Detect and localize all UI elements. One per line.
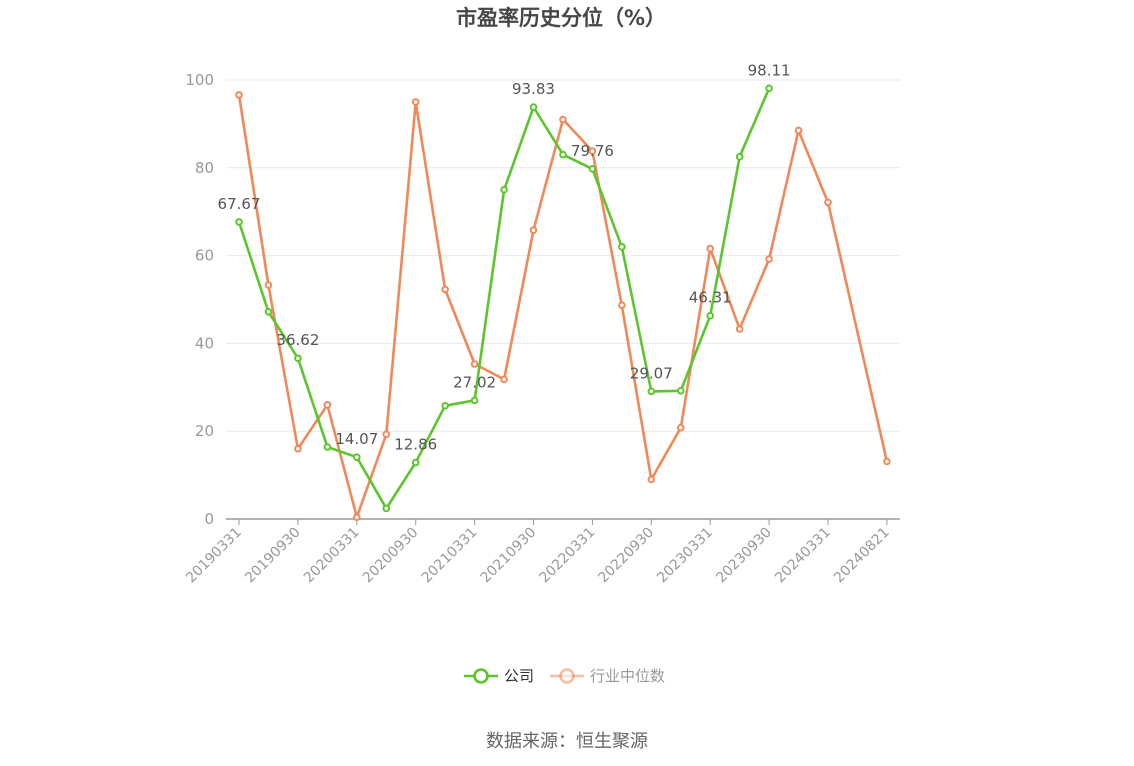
y-gridlines xyxy=(226,79,900,432)
data-labels: 67.67 36.62 14.07 12.86 27.02 93.83 79.76 29.07… xyxy=(218,61,791,453)
legend-marker xyxy=(559,668,575,684)
data-label: 29.07 xyxy=(630,364,673,382)
data-point[interactable] xyxy=(618,243,626,251)
x-tick-label: 20220930 xyxy=(595,525,657,587)
legend-label: 公司 xyxy=(504,667,534,685)
data-point[interactable] xyxy=(588,165,597,173)
data-point[interactable] xyxy=(382,504,391,513)
x-tick-label: 20240331 xyxy=(772,525,834,587)
data-point[interactable] xyxy=(323,443,332,451)
y-tick-label: 100 xyxy=(185,71,214,89)
data-point[interactable] xyxy=(264,281,273,289)
data-point[interactable] xyxy=(559,115,567,124)
data-point[interactable] xyxy=(441,285,449,294)
data-point[interactable] xyxy=(588,147,597,155)
y-tick-label: 0 xyxy=(204,510,214,528)
data-point[interactable] xyxy=(264,307,273,316)
data-point[interactable] xyxy=(647,475,656,484)
x-tick-label: 20210930 xyxy=(478,525,540,587)
data-point[interactable] xyxy=(235,218,243,226)
series-lines xyxy=(235,84,891,522)
data-label: 27.02 xyxy=(453,373,496,391)
data-point[interactable] xyxy=(411,458,420,467)
data-label: 36.62 xyxy=(276,331,319,349)
data-point[interactable] xyxy=(441,401,449,410)
data-point[interactable] xyxy=(470,396,479,405)
data-point[interactable] xyxy=(529,226,538,234)
x-tick-label: 20230930 xyxy=(713,525,775,587)
data-point[interactable] xyxy=(500,375,508,384)
data-point[interactable] xyxy=(735,325,744,333)
data-label: 98.11 xyxy=(748,61,791,79)
data-point[interactable] xyxy=(294,444,302,453)
data-point[interactable] xyxy=(706,311,715,320)
data-point[interactable] xyxy=(676,387,685,395)
legend-marker xyxy=(473,668,489,684)
data-point[interactable] xyxy=(559,150,567,159)
series-2 xyxy=(235,91,891,522)
x-tick-label: 20200930 xyxy=(360,525,422,587)
data-label: 79.76 xyxy=(571,142,614,160)
data-point[interactable] xyxy=(353,513,361,522)
data-point[interactable] xyxy=(500,185,508,194)
data-point[interactable] xyxy=(647,387,656,396)
y-axis-ticks: 0 20 40 60 80 100 xyxy=(185,71,214,528)
data-point[interactable] xyxy=(883,457,891,466)
data-point[interactable] xyxy=(735,153,744,161)
data-point[interactable] xyxy=(323,401,332,409)
data-point[interactable] xyxy=(765,255,773,263)
x-tick-label: 20200331 xyxy=(301,525,363,587)
chart-title: 市盈率历史分位（%） xyxy=(456,6,666,30)
series-1 xyxy=(235,84,773,513)
data-point[interactable] xyxy=(235,91,243,99)
legend[interactable]: 公司 行业中位数 xyxy=(464,667,665,685)
data-point[interactable] xyxy=(618,301,626,310)
legend-item-1[interactable]: 公司 xyxy=(464,667,534,685)
x-axis: 2019033120190930202003312020093020210331… xyxy=(183,518,900,587)
data-point[interactable] xyxy=(824,198,832,207)
data-point[interactable] xyxy=(411,98,420,106)
x-tick-label: 20210331 xyxy=(419,525,481,587)
data-point[interactable] xyxy=(706,244,715,253)
data-point[interactable] xyxy=(294,354,302,363)
x-tick-label: 20220331 xyxy=(537,525,599,587)
series-line xyxy=(237,94,889,519)
data-point[interactable] xyxy=(529,103,538,111)
x-tick-label: 20190930 xyxy=(242,525,304,587)
data-label: 93.83 xyxy=(512,80,555,98)
data-label: 14.07 xyxy=(335,430,378,448)
x-tick-label: 20240821 xyxy=(831,525,893,587)
x-tick-label: 20230331 xyxy=(654,525,716,587)
source-note: 数据来源：恒生聚源 xyxy=(486,731,648,752)
data-label: 46.31 xyxy=(689,289,732,307)
data-point[interactable] xyxy=(382,430,391,439)
data-point[interactable] xyxy=(765,84,773,93)
legend-label: 行业中位数 xyxy=(590,667,665,685)
y-tick-label: 20 xyxy=(195,422,214,440)
data-label: 12.86 xyxy=(394,436,437,454)
x-tick-label: 20190331 xyxy=(183,525,245,587)
legend-item-2[interactable]: 行业中位数 xyxy=(550,667,665,685)
data-point[interactable] xyxy=(470,360,479,368)
data-point[interactable] xyxy=(353,453,361,462)
y-tick-label: 40 xyxy=(195,334,214,352)
data-label: 67.67 xyxy=(218,195,261,213)
data-point[interactable] xyxy=(676,423,685,432)
y-tick-label: 80 xyxy=(195,159,214,177)
y-tick-label: 60 xyxy=(195,247,214,265)
data-point[interactable] xyxy=(794,126,803,135)
